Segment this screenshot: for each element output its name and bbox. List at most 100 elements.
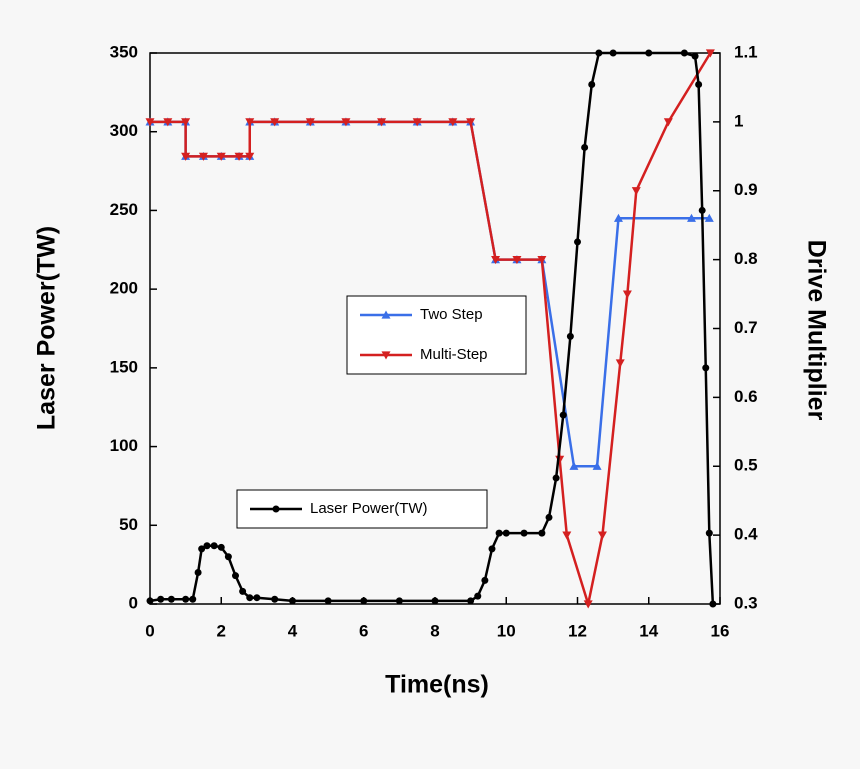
y2-tick-label: 0.8 — [734, 249, 758, 268]
point — [559, 411, 567, 419]
x-tick-label: 8 — [430, 621, 439, 640]
point — [592, 461, 602, 470]
point — [622, 290, 632, 299]
point — [324, 597, 332, 605]
point — [597, 531, 607, 540]
point — [705, 529, 713, 537]
point — [631, 187, 641, 196]
point — [552, 474, 560, 482]
point — [466, 118, 476, 127]
legend-marker — [381, 310, 391, 319]
point — [271, 595, 279, 603]
point — [198, 152, 208, 161]
point — [520, 529, 528, 537]
point — [182, 595, 190, 603]
point — [305, 118, 315, 127]
legend-marker — [272, 505, 280, 513]
point — [167, 595, 175, 603]
point — [562, 531, 572, 540]
legend-label: Laser Power(TW) — [310, 500, 428, 517]
point — [157, 595, 165, 603]
x-tick-label: 16 — [711, 621, 730, 640]
point — [224, 553, 232, 561]
x-tick-label: 2 — [217, 621, 226, 640]
point — [253, 594, 261, 602]
point — [163, 118, 173, 127]
point — [705, 49, 715, 58]
y-tick-label: 50 — [119, 515, 138, 534]
point — [645, 49, 653, 57]
point — [194, 569, 202, 577]
y2-tick-label: 1 — [734, 111, 743, 130]
point — [595, 49, 603, 57]
legend-label: Multi-Step — [420, 346, 488, 363]
point — [495, 529, 503, 537]
point — [360, 597, 368, 605]
point — [663, 118, 673, 127]
x-tick-label: 6 — [359, 621, 368, 640]
y-tick-label: 300 — [110, 121, 138, 140]
point — [709, 600, 717, 608]
legend-label: Two Step — [420, 306, 483, 323]
point — [146, 597, 154, 605]
point — [217, 543, 225, 551]
point — [232, 572, 239, 580]
y2-tick-label: 0.3 — [734, 593, 758, 612]
point — [189, 595, 197, 603]
point — [502, 529, 510, 537]
x-tick-label: 12 — [568, 621, 587, 640]
point — [704, 213, 714, 222]
point — [537, 256, 547, 265]
point — [691, 52, 699, 60]
point — [680, 49, 688, 57]
point — [574, 238, 581, 246]
point — [512, 256, 522, 265]
point — [566, 332, 574, 340]
y2-tick-label: 0.7 — [734, 318, 758, 337]
point — [395, 597, 403, 605]
point — [467, 597, 475, 605]
point — [615, 359, 625, 368]
point — [545, 513, 553, 521]
y2-tick-label: 0.4 — [734, 525, 758, 544]
point — [245, 118, 255, 127]
point — [481, 576, 489, 584]
point — [588, 80, 596, 88]
point — [234, 152, 244, 161]
y2-tick-label: 0.5 — [734, 456, 758, 475]
point — [448, 118, 458, 127]
y2-tick-label: 0.6 — [734, 387, 758, 406]
y-axis-title: Laser Power(TW) — [33, 226, 61, 430]
x-tick-label: 14 — [639, 621, 658, 640]
x-tick-label: 0 — [145, 621, 154, 640]
x-axis-title: Time(ns) — [385, 671, 489, 699]
point — [270, 118, 280, 127]
point — [538, 529, 546, 537]
y-tick-label: 100 — [110, 436, 138, 455]
legend-marker — [381, 351, 391, 360]
y2-tick-label: 1.1 — [734, 42, 758, 61]
y2-tick-label: 0.9 — [734, 180, 758, 199]
point — [695, 80, 703, 88]
point — [412, 118, 422, 127]
y2-axis-title: Drive Multiplier — [802, 240, 830, 421]
point — [210, 542, 218, 550]
point — [198, 545, 206, 553]
series-line — [150, 52, 712, 605]
point — [181, 152, 191, 161]
series-line — [149, 51, 715, 605]
point — [203, 542, 211, 550]
point — [488, 545, 496, 553]
point — [609, 49, 617, 57]
point — [216, 152, 226, 161]
point — [341, 118, 351, 127]
point — [431, 597, 439, 605]
point — [377, 118, 387, 127]
point — [246, 594, 254, 602]
y-tick-label: 150 — [110, 357, 138, 376]
point — [145, 118, 155, 127]
point — [181, 118, 191, 127]
legend-box — [346, 295, 527, 375]
point — [245, 152, 255, 161]
